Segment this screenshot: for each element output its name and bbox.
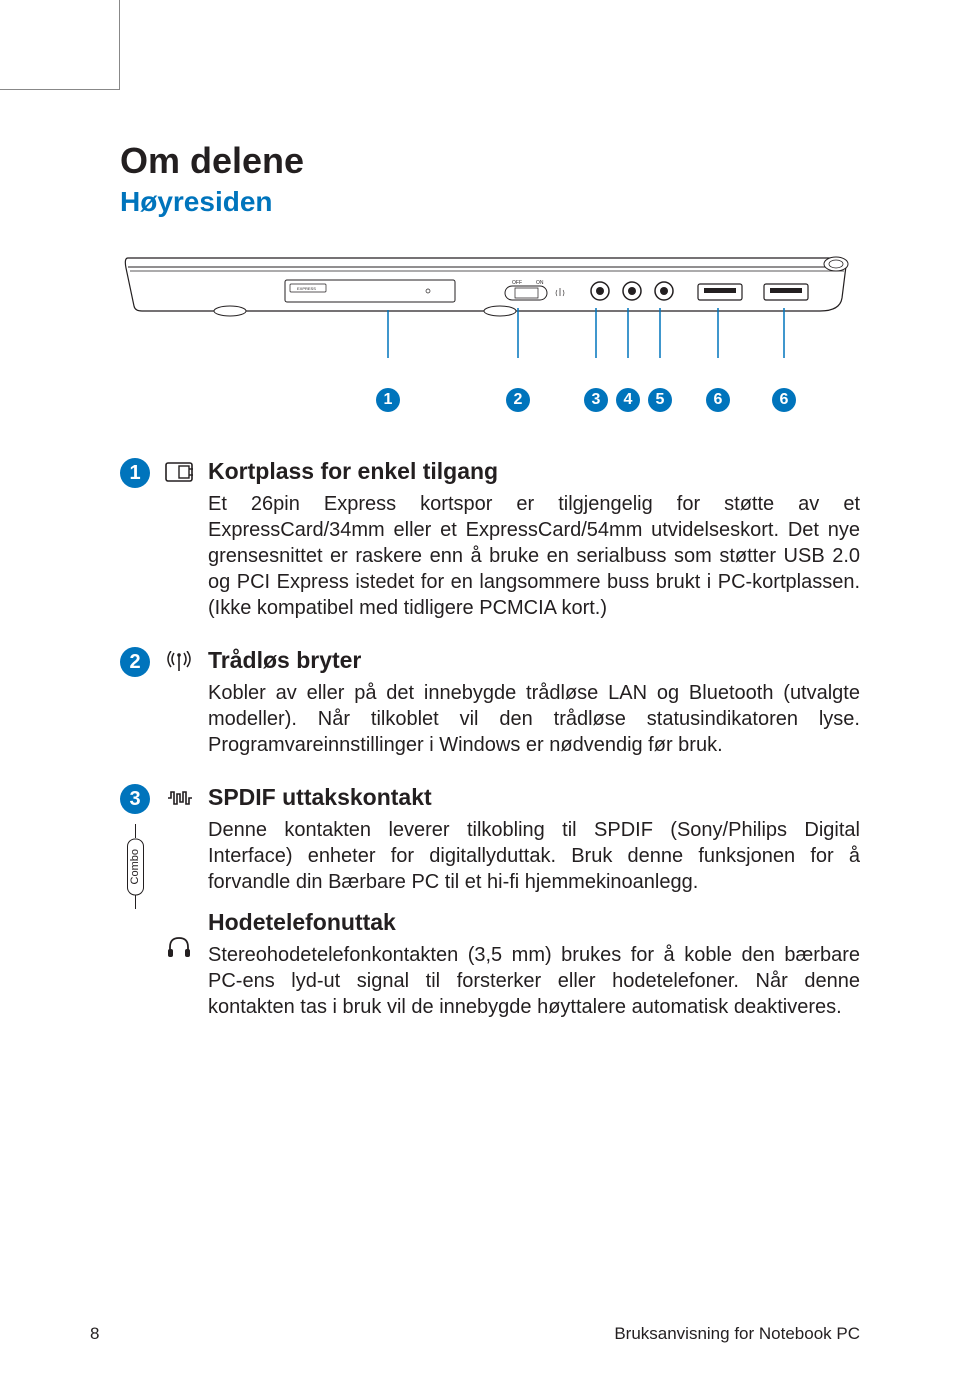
section-3-sub-body: Stereohodetelefonkontakten (3,5 mm) bruk… [208, 942, 860, 1020]
callout-3: 3 [584, 388, 608, 412]
headphone-icon [166, 935, 192, 959]
section-3-body: Denne kontakten leverer tilkobling til S… [208, 817, 860, 895]
spdif-icon [166, 788, 192, 808]
callout-5: 5 [648, 388, 672, 412]
callout-2: 2 [506, 388, 530, 412]
section-1-body: Et 26pin Express kortspor er tilgjengeli… [208, 491, 860, 621]
page-tab-bracket [0, 0, 120, 90]
laptop-side-diagram: EXPRESS OFF ON [120, 238, 860, 428]
diagram-callouts: 1 2 3 4 5 6 6 [120, 388, 860, 428]
section-spdif: 3 Combo SPDIF uttakskontakt [120, 784, 860, 1020]
page-content: Om delene Høyresiden EXPRESS OFF ON [0, 0, 960, 1106]
section-1-heading: Kortplass for enkel tilgang [208, 458, 860, 485]
callout-6b: 6 [772, 388, 796, 412]
bullet-3: 3 [120, 784, 150, 814]
section-2-body: Kobler av eller på det innebygde trådløs… [208, 680, 860, 758]
section-2-heading: Trådløs bryter [208, 647, 860, 674]
laptop-diagram-svg: EXPRESS OFF ON [120, 238, 860, 388]
callout-1: 1 [376, 388, 400, 412]
section-3-sub-heading: Hodetelefonuttak [208, 909, 860, 936]
section-wireless: 2 Trådløs bryter Kobler av eller på det … [120, 647, 860, 758]
callout-4: 4 [616, 388, 640, 412]
combo-label: Combo [127, 838, 144, 895]
card-slot-icon [165, 462, 193, 482]
svg-text:OFF: OFF [512, 280, 522, 286]
bullet-2: 2 [120, 647, 150, 677]
section-card-slot: 1 Kortplass for enkel tilgang Et 26pin E… [120, 458, 860, 621]
svg-text:EXPRESS: EXPRESS [297, 286, 316, 291]
page-subtitle: Høyresiden [120, 186, 860, 218]
wireless-icon [166, 651, 192, 673]
page-number: 8 [90, 1324, 99, 1344]
page-title: Om delene [120, 140, 860, 182]
combo-label-wrap: Combo [127, 824, 144, 909]
bullet-1: 1 [120, 458, 150, 488]
footer-text: Bruksanvisning for Notebook PC [614, 1324, 860, 1344]
svg-text:ON: ON [536, 280, 544, 286]
page-footer: 8 Bruksanvisning for Notebook PC [90, 1324, 860, 1344]
callout-6a: 6 [706, 388, 730, 412]
section-3-heading: SPDIF uttakskontakt [208, 784, 860, 811]
